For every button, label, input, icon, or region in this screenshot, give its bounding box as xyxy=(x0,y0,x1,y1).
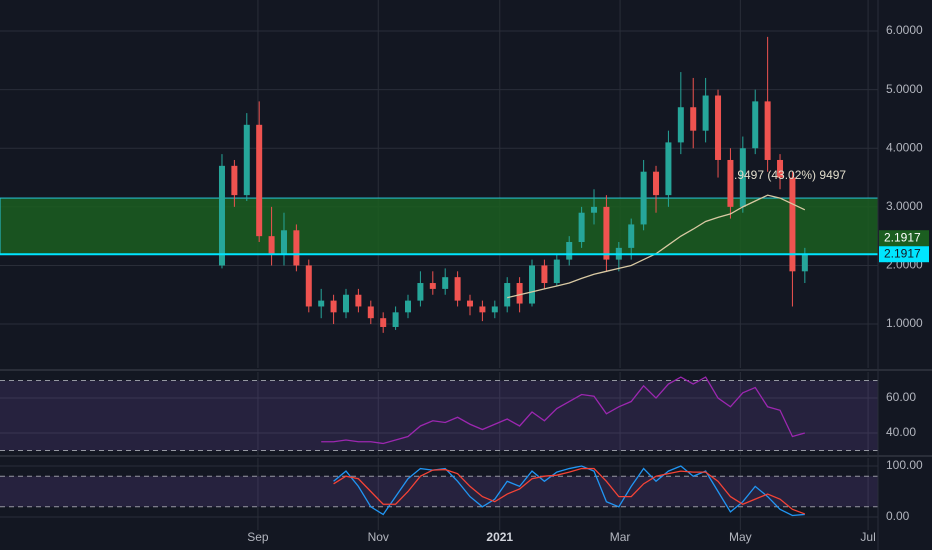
candle-body xyxy=(342,294,349,313)
candle-body xyxy=(467,300,474,307)
candle-body xyxy=(653,171,660,196)
candle-body xyxy=(516,283,523,304)
y-tick-label: 0.00 xyxy=(886,509,910,523)
y-tick-label: 40.00 xyxy=(886,425,916,439)
candle-body xyxy=(640,171,647,225)
candle-body xyxy=(293,230,300,266)
band xyxy=(0,380,878,451)
y-tick-label: 5.0000 xyxy=(886,82,923,96)
price-tag xyxy=(879,230,929,247)
candle-body xyxy=(268,236,275,254)
y-tick-label: 3.0000 xyxy=(886,199,923,213)
price-label: 2.1917 xyxy=(884,230,921,244)
candle-body xyxy=(243,124,250,196)
candle-body xyxy=(491,306,498,313)
candle-body xyxy=(541,265,548,284)
candle-body xyxy=(529,265,536,304)
candle-body xyxy=(690,107,697,131)
y-tick-label: 100.00 xyxy=(886,458,923,472)
candle-body xyxy=(566,242,573,260)
line xyxy=(321,376,806,445)
candle-body xyxy=(504,283,511,307)
band xyxy=(0,476,878,507)
candle-body xyxy=(764,101,771,160)
candle-body xyxy=(454,277,461,301)
candle-body xyxy=(367,306,374,319)
candle-body xyxy=(429,283,436,289)
x-tick-label: Jul xyxy=(860,530,875,544)
candle-body xyxy=(256,124,263,237)
candle-body xyxy=(801,253,808,272)
zone xyxy=(0,197,879,255)
x-tick-label: May xyxy=(729,530,752,544)
candle-body xyxy=(603,206,610,260)
candle-body xyxy=(442,277,449,289)
x-tick-label: Mar xyxy=(610,530,631,544)
candle-body xyxy=(578,212,585,243)
candle-body xyxy=(715,95,722,160)
candle-body xyxy=(789,177,796,272)
y-tick-label: 4.0000 xyxy=(886,140,923,154)
candle-body xyxy=(305,265,312,307)
y-tick-label: 6.0000 xyxy=(886,23,923,37)
annotation: .9497 (43.02%) 9497 xyxy=(734,168,846,182)
candle-body xyxy=(677,107,684,143)
candle-body xyxy=(591,206,598,213)
candle-body xyxy=(330,300,337,313)
candle-body xyxy=(380,318,387,327)
y-tick-label: 1.0000 xyxy=(886,316,923,330)
candle-body xyxy=(231,165,238,196)
candle-body xyxy=(777,159,784,178)
candle-body xyxy=(752,101,759,149)
line xyxy=(333,467,806,515)
candle-body xyxy=(479,306,486,313)
x-tick-label: Sep xyxy=(247,530,269,544)
candle-body xyxy=(665,142,672,196)
candle-body xyxy=(553,259,560,284)
candle-body xyxy=(417,283,424,301)
candle-body xyxy=(218,165,225,266)
x-tick-label: Nov xyxy=(368,530,389,544)
price-tag xyxy=(879,246,929,263)
line xyxy=(333,465,805,517)
candle-body xyxy=(702,95,709,131)
price-label: 2.1917 xyxy=(884,246,921,260)
candle-body xyxy=(628,224,635,248)
y-tick-label: 60.00 xyxy=(886,390,916,404)
candle-body xyxy=(727,159,734,207)
candle-body xyxy=(392,312,399,327)
candle-body xyxy=(404,300,411,313)
candle-body xyxy=(318,300,325,307)
candle-body xyxy=(739,148,746,207)
x-tick-label: 2021 xyxy=(486,530,513,544)
candle-body xyxy=(280,230,287,254)
candle-body xyxy=(355,294,362,307)
